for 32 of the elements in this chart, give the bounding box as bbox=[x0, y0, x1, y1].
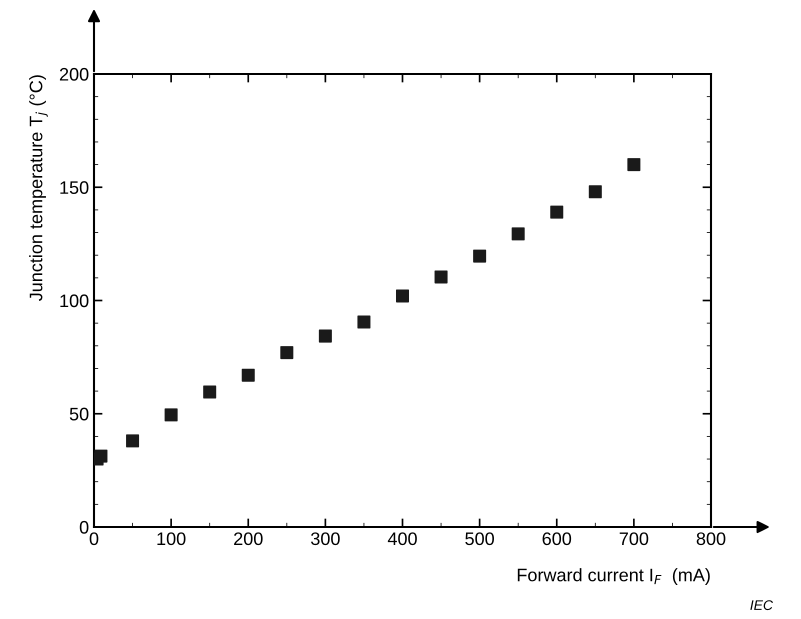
x-tick-label: 0 bbox=[90, 532, 98, 546]
x-tick-label: 600 bbox=[542, 532, 572, 546]
point bbox=[396, 289, 410, 302]
point bbox=[357, 316, 370, 329]
point bbox=[164, 408, 178, 422]
x-axis-title: Forward current I$_{F}$ (mA) bbox=[518, 568, 710, 585]
point bbox=[588, 185, 602, 198]
point bbox=[242, 368, 255, 382]
x-tick-label: 200 bbox=[234, 532, 263, 546]
text: IEC bbox=[750, 600, 774, 610]
y-tick-label: 150 bbox=[60, 181, 88, 194]
x-tick-label: 100 bbox=[157, 532, 186, 546]
y-tick-label: 100 bbox=[60, 294, 88, 308]
point bbox=[473, 250, 486, 263]
point bbox=[126, 434, 140, 448]
y-tick-label: 50 bbox=[70, 408, 88, 420]
point bbox=[550, 206, 564, 219]
point bbox=[280, 346, 294, 360]
y-axis-title: Junction temperature T$_{j}$ (°C) bbox=[29, 75, 48, 302]
point bbox=[627, 158, 640, 172]
point bbox=[318, 330, 332, 343]
point bbox=[94, 450, 108, 463]
x-tick-label: 500 bbox=[465, 532, 494, 546]
point bbox=[512, 227, 525, 240]
y-tick-label: 200 bbox=[60, 68, 88, 81]
x-tick-label: 700 bbox=[620, 532, 648, 546]
y-tick-label: 0 bbox=[80, 520, 88, 534]
point bbox=[203, 386, 216, 399]
x-tick-label: 800 bbox=[696, 532, 726, 546]
point bbox=[434, 270, 448, 284]
x-tick-label: 400 bbox=[388, 532, 417, 546]
x-tick-label: 300 bbox=[311, 532, 340, 546]
